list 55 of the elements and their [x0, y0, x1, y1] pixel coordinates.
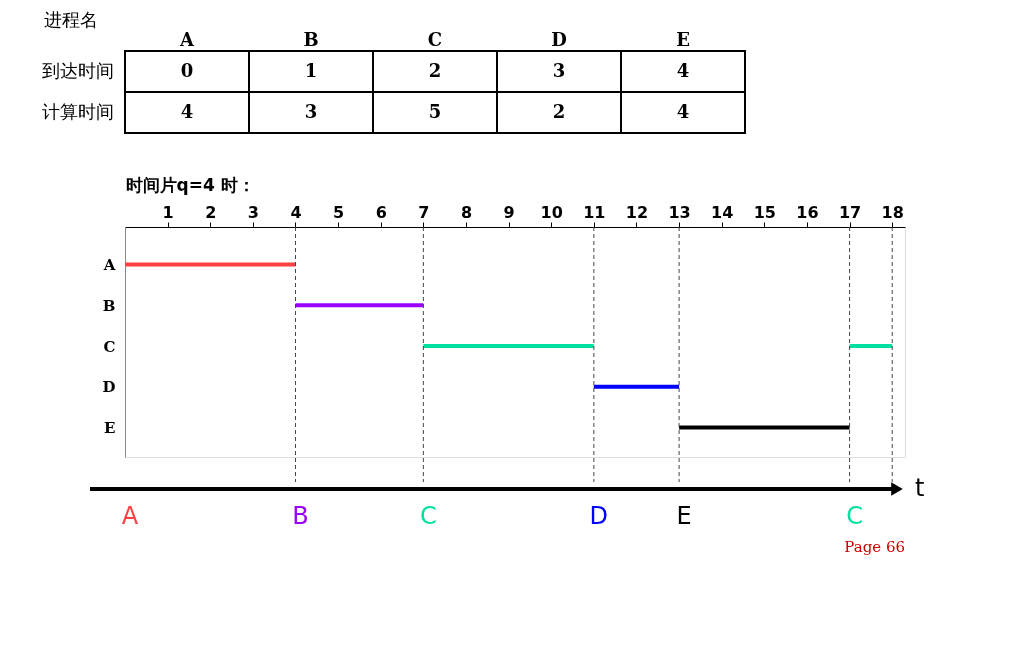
y-tick-label: 到达时间 — [41, 59, 114, 81]
data-label: 5 — [428, 100, 442, 122]
x-tick-label: 1 — [162, 202, 174, 222]
y-tick-label: B — [102, 296, 116, 315]
text: C — [419, 502, 437, 530]
y-tick-label: A — [102, 256, 116, 275]
data-label: 2 — [428, 59, 442, 81]
data-label: 4 — [676, 100, 690, 122]
bar — [679, 425, 850, 430]
x-tick-label: 13 — [668, 202, 691, 222]
chart-title: 时间片q=4 时： — [125, 174, 255, 195]
x-tick-label: 2 — [205, 202, 217, 222]
x-tick-label: B — [303, 28, 319, 50]
bar — [593, 384, 680, 389]
x-tick-label: 7 — [418, 202, 430, 222]
bar — [295, 303, 424, 308]
y-tick-label: D — [102, 378, 116, 397]
text: Page 66 — [844, 538, 905, 556]
x-tick-label: D — [551, 28, 567, 50]
data-label: 0 — [180, 59, 194, 81]
data-label: 3 — [552, 59, 566, 81]
y-tick-label: C — [103, 337, 116, 356]
x-tick-label: 9 — [503, 202, 515, 222]
x-tick-label: 16 — [796, 202, 819, 222]
x-tick-label: 5 — [333, 202, 345, 222]
data-label: 4 — [676, 59, 690, 81]
x-tick-label: 17 — [838, 202, 862, 222]
x-axis-title: t — [915, 474, 925, 502]
x-tick-label: A — [179, 28, 196, 50]
data-label: 4 — [180, 100, 194, 122]
x-tick-label: 12 — [625, 202, 649, 222]
bar — [849, 344, 893, 349]
text: B — [292, 502, 309, 530]
x-tick-label: 10 — [540, 202, 563, 222]
data-label: 2 — [552, 100, 566, 122]
text: A — [121, 502, 139, 530]
x-tick-label: E — [676, 28, 690, 50]
x-tick-label: 14 — [711, 202, 734, 222]
x-tick-label: 8 — [460, 202, 473, 222]
x-tick-label: 3 — [247, 202, 259, 222]
data-label: 3 — [304, 100, 318, 122]
text: D — [589, 502, 609, 530]
text: C — [846, 502, 863, 530]
y-axis-title: 进程名 — [43, 8, 98, 30]
y-tick-label: E — [104, 419, 116, 438]
x-tick-label: 18 — [881, 202, 904, 222]
x-tick-label: 4 — [290, 202, 302, 222]
data-label: 1 — [304, 59, 318, 81]
bar — [125, 262, 296, 267]
x-tick-label: C — [427, 28, 443, 50]
x-tick-label: 6 — [375, 202, 387, 222]
x-tick-label: 15 — [753, 202, 776, 222]
y-tick-label: 计算时间 — [41, 100, 114, 122]
x-tick-label: 11 — [583, 202, 606, 222]
text: E — [676, 502, 692, 530]
